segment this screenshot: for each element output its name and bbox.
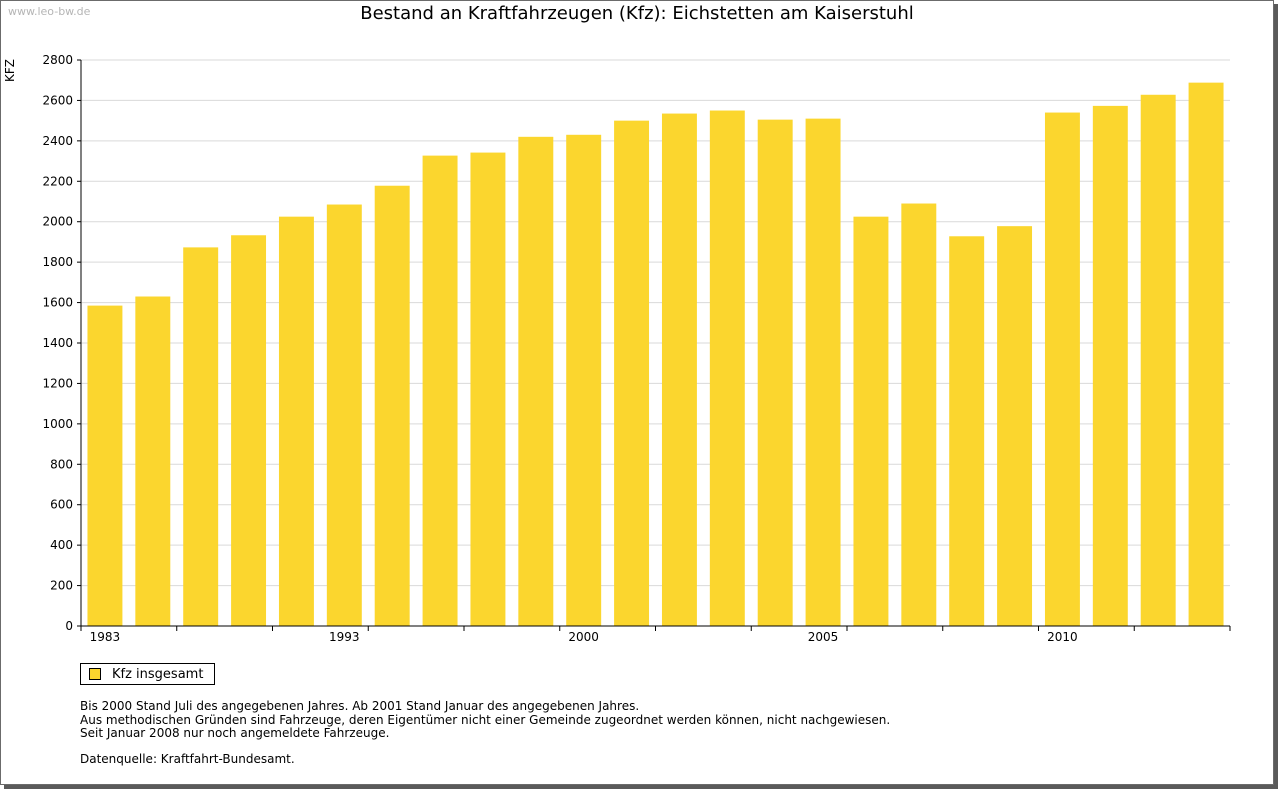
y-tick-label: 200 [50, 579, 73, 593]
x-tick-label: 2005 [808, 630, 839, 644]
y-tick-label: 1800 [42, 255, 73, 269]
bar-1993 [566, 134, 602, 627]
y-tick-label: 2400 [42, 134, 73, 148]
y-tick-label: 2000 [42, 215, 73, 229]
x-tick-label: 1983 [90, 630, 121, 644]
legend-swatch [89, 668, 101, 680]
x-tick-label: 1993 [329, 630, 360, 644]
bar-1985 [183, 247, 219, 627]
bar-2003 [1044, 112, 1080, 627]
y-tick-label: 800 [50, 457, 73, 471]
footnotes: Bis 2000 Stand Juli des angegebenen Jahr… [80, 699, 891, 741]
bar-1995 [661, 113, 697, 626]
footnote-line: Aus methodischen Gründen sind Fahrzeuge,… [80, 712, 891, 727]
data-source: Datenquelle: Kraftfahrt-Bundesamt. [80, 752, 295, 766]
bar-1997 [757, 119, 793, 626]
bar-1983 [87, 305, 123, 626]
y-tick-label: 2200 [42, 174, 73, 188]
y-tick-label: 400 [50, 538, 73, 552]
bar-chart: 0 200 400 600 800 1000 1200 1400 1600 1800 2000 220… [42, 53, 1231, 644]
bar-2006 [1188, 82, 1224, 626]
y-tick-label: 1200 [42, 376, 73, 390]
bar-1991 [470, 152, 506, 626]
bar-1989 [374, 185, 410, 627]
bar-2001 [949, 236, 985, 627]
y-tick-label: 600 [50, 498, 73, 512]
bar-2002 [997, 226, 1033, 626]
y-tick-label: 1000 [42, 417, 73, 431]
bar-1998 [805, 118, 841, 626]
chart-title: Bestand an Kraftfahrzeugen (Kfz): Eichst… [360, 3, 914, 24]
legend-label: Kfz insgesamt [112, 666, 204, 682]
bar-2000 [901, 203, 937, 626]
bar-1988 [326, 204, 362, 626]
y-tick-label: 2800 [42, 53, 73, 67]
bar-1984 [135, 296, 171, 626]
bar-1996 [709, 110, 745, 627]
bar-1986 [231, 235, 267, 626]
bar-1999 [853, 216, 889, 627]
y-tick-label: 0 [65, 619, 73, 633]
bar-1987 [278, 216, 314, 627]
footnote-line: Bis 2000 Stand Juli des angegebenen Jahr… [80, 699, 640, 713]
y-tick-label: 2600 [42, 93, 73, 107]
y-tick-label: 1400 [42, 336, 73, 350]
bar-1990 [422, 155, 458, 626]
legend: Kfz insgesamt [80, 663, 215, 685]
footnote-line: Seit Januar 2008 nur noch angemeldete Fa… [80, 726, 390, 740]
bar-1992 [518, 136, 554, 627]
bar-2004 [1092, 105, 1128, 627]
watermark: www.leo-bw.de [8, 5, 91, 18]
y-tick-label: 1600 [42, 296, 73, 310]
x-tick-label: 2000 [568, 630, 599, 644]
bar-1994 [614, 120, 650, 627]
x-tick-label: 2010 [1047, 630, 1078, 644]
bar-2005 [1140, 94, 1176, 627]
